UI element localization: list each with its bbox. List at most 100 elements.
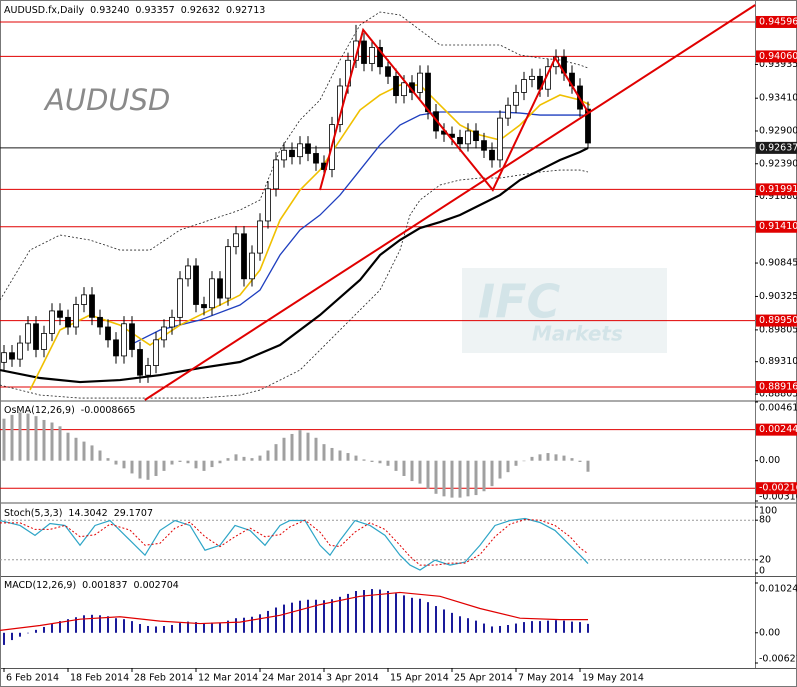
histogram-bar (67, 619, 69, 633)
histogram-bar (363, 590, 365, 633)
level-label: 0.91410 (759, 221, 797, 232)
histogram-bar (258, 455, 262, 461)
histogram-bar (146, 460, 150, 480)
y-tick-label: 0.92900 (759, 125, 797, 136)
histogram-bar (155, 626, 157, 633)
level-label-box (756, 50, 797, 63)
histogram-bar (435, 606, 437, 633)
candle-body (1, 352, 7, 363)
histogram-bar (43, 626, 45, 633)
histogram-bar (587, 623, 589, 633)
y-tick-label: 0 (759, 566, 765, 577)
y-tick-label: 20 (759, 554, 771, 565)
candle-body (241, 233, 247, 280)
series-line (0, 591, 589, 631)
candle-body (289, 149, 295, 158)
candle-body (81, 294, 87, 305)
histogram-bar (291, 602, 293, 633)
histogram-bar (323, 600, 325, 633)
histogram-bar (82, 441, 86, 461)
histogram-bar (418, 460, 422, 484)
histogram-bar (282, 437, 286, 461)
histogram-bar (66, 432, 70, 461)
histogram-bar (523, 622, 525, 633)
histogram-bar (18, 412, 22, 461)
candle-body (113, 339, 119, 357)
pane-title: Stoch(5,3,3) 14.3042 29.1707 (4, 508, 153, 519)
series-line (0, 519, 589, 566)
candle-body (393, 75, 399, 97)
histogram-bar (75, 617, 77, 633)
x-tick-label: 24 Mar 2014 (262, 673, 322, 684)
x-tick-label: 25 Apr 2014 (454, 673, 513, 684)
histogram-bar (83, 615, 85, 633)
candle-body (361, 40, 367, 64)
candle-body (489, 149, 495, 161)
histogram-bar (163, 625, 165, 633)
histogram-bar (330, 447, 334, 461)
histogram-bar (251, 616, 253, 633)
histogram-bar (571, 621, 573, 633)
histogram-bar (234, 454, 238, 461)
level-label: 0.94060 (759, 51, 797, 62)
histogram-bar (426, 460, 430, 489)
histogram-bar (531, 621, 533, 633)
pane: 0.004611 0.00 -0.003166 0.00244 -0.00216 OsMA… (0, 401, 797, 503)
histogram-bar (467, 618, 469, 633)
candle-body (177, 278, 183, 318)
histogram-bar (186, 460, 190, 464)
candle-body (209, 278, 215, 309)
histogram-bar (579, 622, 581, 633)
histogram-bar (483, 623, 485, 633)
title-text: MACD(12,26,9) (4, 580, 76, 591)
histogram-bar (243, 617, 245, 633)
x-tick-label: 18 Feb 2014 (70, 673, 129, 684)
histogram-bar (178, 460, 182, 462)
histogram-bar (307, 599, 309, 633)
histogram-bar (378, 460, 382, 464)
histogram-bar (443, 609, 445, 633)
histogram-bar (498, 460, 502, 479)
histogram-bar (123, 619, 125, 633)
x-tick-label: 19 May 2014 (582, 673, 644, 684)
candle-body (153, 339, 159, 366)
y-tick-label: 0.93935 (759, 59, 797, 70)
x-tick-label: 6 Feb 2014 (6, 673, 59, 684)
pane-title: OsMA(12,26,9) -0.0008665 (4, 405, 136, 416)
histogram-bar (466, 460, 470, 497)
histogram-bar (35, 629, 37, 633)
histogram-bar (107, 616, 109, 633)
histogram-bar (106, 458, 110, 461)
histogram-bar (210, 460, 214, 468)
candle-body (513, 92, 519, 106)
histogram-bar (507, 625, 509, 633)
histogram-bar (266, 450, 270, 461)
pane-title: MACD(12,26,9) 0.001837 0.002704 (4, 580, 179, 591)
histogram-bar (427, 602, 429, 633)
watermark-sub: Markets (532, 322, 623, 346)
title-text: Stoch(5,3,3) (4, 508, 62, 519)
y-tick-label: -0.003166 (759, 492, 797, 503)
histogram-bar (90, 445, 94, 461)
level-label: -0.00216 (759, 483, 797, 494)
level-label-box (756, 183, 797, 196)
histogram-bar (459, 616, 461, 633)
histogram-bar (170, 460, 174, 465)
histogram-bar (114, 460, 118, 465)
histogram-bar (514, 460, 518, 466)
histogram-bar (547, 620, 549, 633)
histogram-bar (298, 430, 302, 461)
histogram-bar (130, 460, 134, 474)
histogram-bar (154, 460, 158, 476)
candle-body (89, 294, 95, 318)
candle-body (377, 47, 383, 68)
last-value: -0.0008665 (81, 405, 136, 416)
candle-body (257, 220, 263, 254)
histogram-bar (538, 454, 542, 461)
last-value: 0.001837 (82, 580, 127, 591)
legend-value: 0.93240 (90, 5, 129, 16)
level-label: 0.89950 (759, 315, 797, 326)
candle-body (313, 153, 319, 164)
histogram-bar (394, 460, 398, 471)
